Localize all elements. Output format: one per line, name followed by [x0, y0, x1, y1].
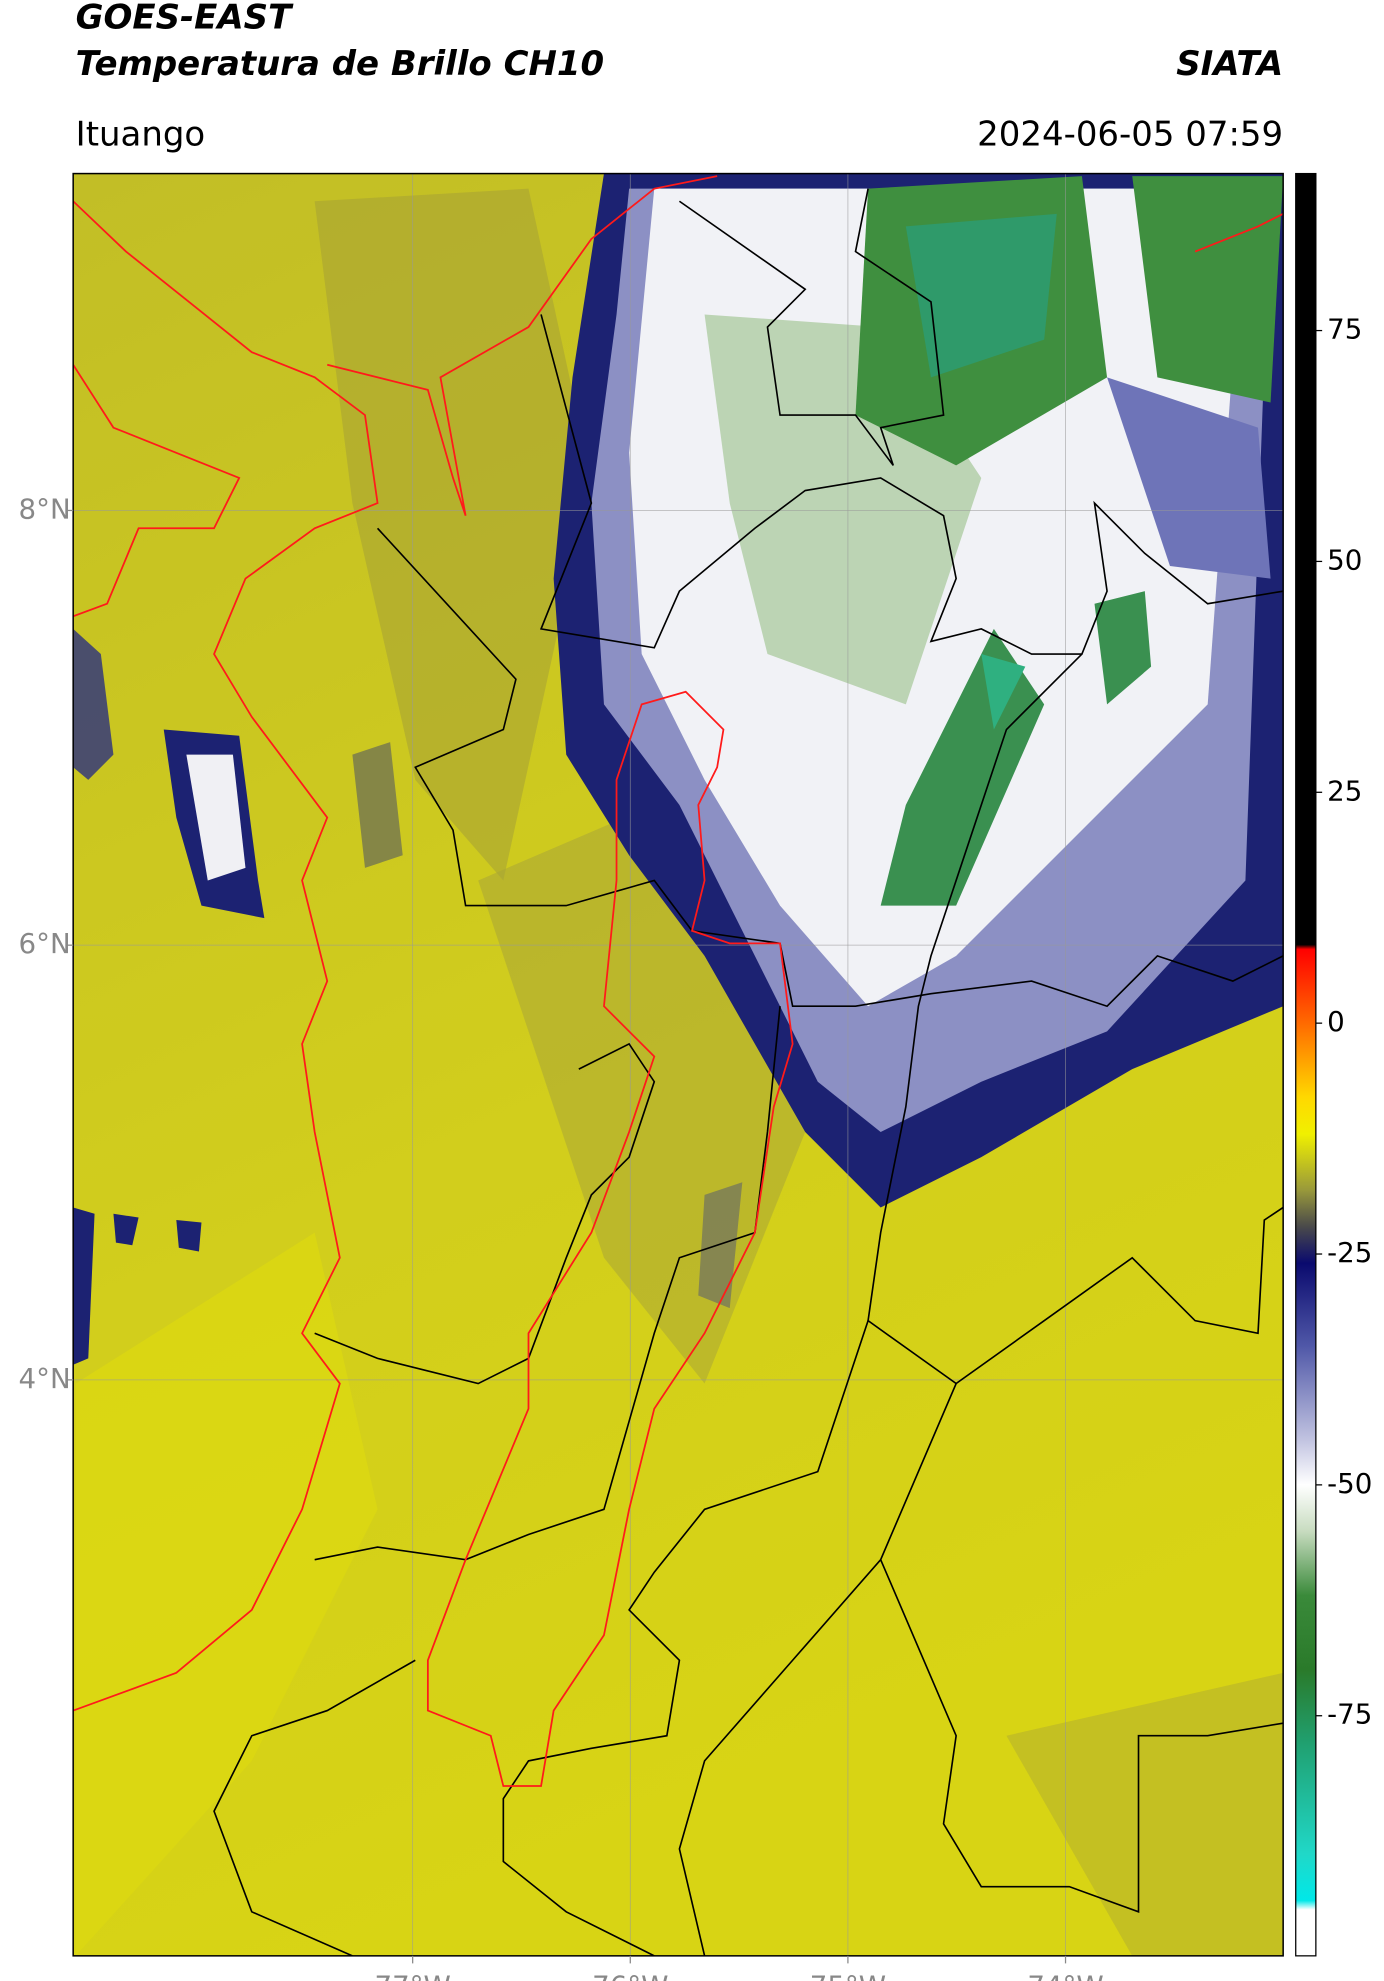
title: GOES-EAST — [76, 0, 294, 37]
colorbar: -75 -50 -25 0 25 50 75 — [1295, 172, 1372, 1957]
source: SIATA — [1176, 44, 1283, 84]
map-image — [73, 173, 1284, 1956]
y-tick-label: 8°N — [19, 492, 71, 525]
y-tick-label: 4°N — [19, 1362, 71, 1395]
x-tick-label: 74°W — [1027, 1969, 1103, 1981]
colorbar-tick-label: 75 — [1327, 313, 1362, 346]
location: Ituango — [76, 114, 206, 154]
x-tick-label: 76°W — [592, 1969, 668, 1981]
colorbar-tick-label: 0 — [1327, 1005, 1345, 1038]
colorbar-tick-label: 25 — [1327, 774, 1362, 807]
map-frame — [72, 172, 1284, 1957]
timestamp: 2024-06-05 07:59 — [977, 114, 1283, 154]
colorbar-tick-label: -25 — [1327, 1236, 1372, 1269]
x-tick-label: 77°W — [374, 1969, 450, 1981]
x-tick-label: 75°W — [810, 1969, 886, 1981]
y-tick-label: 6°N — [19, 927, 71, 960]
subtitle: Temperatura de Brillo CH10 — [76, 44, 604, 84]
colorbar-tick-label: -75 — [1327, 1698, 1372, 1731]
colorbar-tick-label: 50 — [1327, 543, 1362, 576]
colorbar-tick-label: -50 — [1327, 1467, 1372, 1500]
colorbar-scale — [1295, 172, 1317, 1957]
grid — [73, 173, 1284, 1956]
borders — [73, 175, 1284, 1956]
